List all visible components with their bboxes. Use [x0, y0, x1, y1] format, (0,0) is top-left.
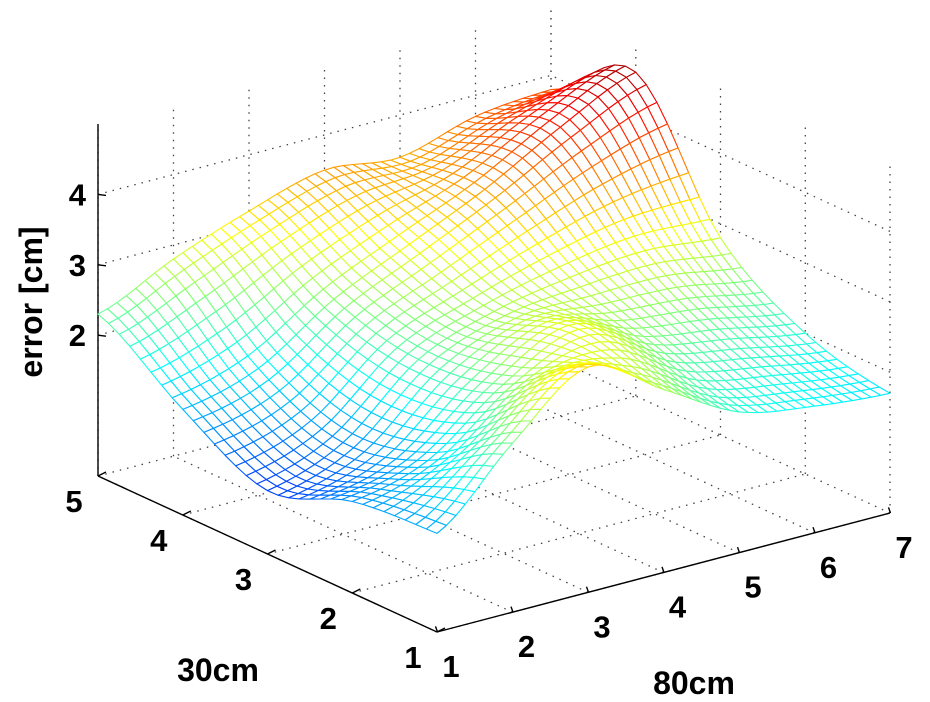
surface-mesh — [97, 64, 891, 534]
y-tick-mark — [436, 627, 446, 633]
y-tick-label: 5 — [65, 484, 82, 519]
y-tick-mark — [267, 549, 276, 555]
y-tick-label: 4 — [150, 523, 168, 558]
floor-grid-line — [352, 473, 806, 594]
y-tick-mark — [351, 588, 361, 594]
x-tick-label: 6 — [820, 550, 837, 585]
y-tick-mark — [182, 510, 192, 516]
x-tick-label: 7 — [895, 530, 912, 565]
y-axis-label: 30cm — [177, 652, 259, 688]
z-axis-label: error [cm] — [13, 226, 49, 377]
mesh-cell — [425, 520, 447, 534]
x-tick-label: 1 — [442, 649, 459, 684]
x-tick-mark — [434, 626, 439, 633]
z-grid-line — [97, 74, 552, 196]
x-tick-mark — [510, 606, 514, 613]
axes — [97, 124, 892, 633]
x-tick-label: 3 — [593, 609, 610, 644]
x-tick-mark — [585, 586, 590, 593]
x-axis-label: 80cm — [653, 665, 735, 701]
x-tick-label: 2 — [518, 629, 535, 664]
z-tick-label: 3 — [69, 248, 86, 283]
y-tick-mark — [97, 471, 107, 477]
x-tick-label: 5 — [744, 570, 761, 605]
y-tick-label: 2 — [320, 601, 337, 636]
x-tick-mark — [661, 566, 665, 573]
tick-labels: 1 2 3 4 5 6 7 1 2 3 4 5 2 3 4 — [65, 177, 912, 684]
x-tick-mark — [887, 507, 892, 514]
x-tick-label: 4 — [669, 590, 687, 625]
z-tick-label: 2 — [69, 318, 86, 353]
y-tick-label: 3 — [235, 562, 252, 597]
x-tick-mark — [812, 526, 816, 534]
axis-labels: 80cm 30cm error [cm] — [13, 226, 735, 701]
y-tick-label: 1 — [404, 640, 421, 675]
z-tick-mark — [97, 264, 107, 267]
z-tick-label: 4 — [69, 177, 87, 212]
floor-grid-line — [182, 395, 636, 516]
floor-grid-line — [267, 434, 721, 555]
z-tick-mark — [97, 334, 107, 337]
x-tick-mark — [736, 546, 741, 553]
z-tick-mark — [97, 193, 107, 197]
